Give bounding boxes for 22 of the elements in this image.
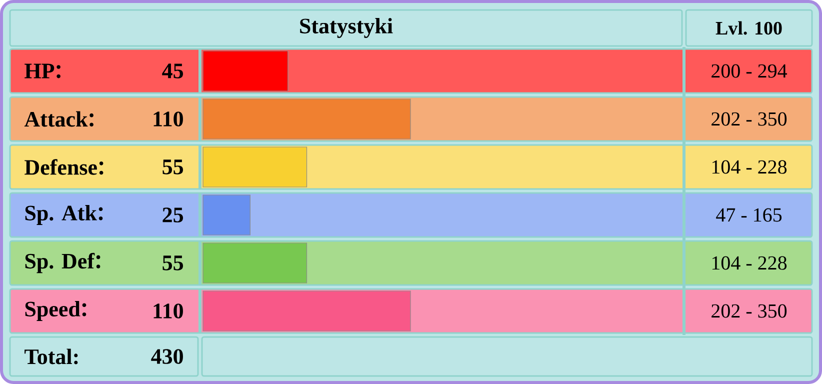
y-tick-label: Sp. Def (25, 252, 95, 274)
chart-title: Statystyki (300, 18, 393, 38)
y-tick-label: HP (24, 64, 54, 78)
y-tick-label: Speed (25, 301, 80, 321)
text: 200 - 294 (712, 64, 788, 78)
data-label: 110 (154, 304, 183, 318)
text: 104 - 228 (712, 160, 787, 174)
data-label: 110 (154, 112, 183, 126)
text: Lvl. 100 (716, 21, 782, 35)
text: 430 (151, 349, 183, 364)
text: 202 - 350 (712, 112, 787, 126)
data-label: 25 (162, 208, 183, 222)
text: 47 - 165 (716, 208, 782, 222)
data-label: 45 (162, 64, 183, 78)
text: 202 - 350 (712, 304, 787, 318)
y-tick-label: Defense (24, 159, 97, 175)
data-label: 55 (162, 256, 183, 270)
y-tick-label: Attack (24, 111, 88, 127)
y-tick-label: Sp. Atk (25, 205, 97, 225)
text: Total: (24, 348, 78, 364)
text: 104 - 228 (712, 256, 787, 270)
data-label: 55 (162, 160, 183, 174)
